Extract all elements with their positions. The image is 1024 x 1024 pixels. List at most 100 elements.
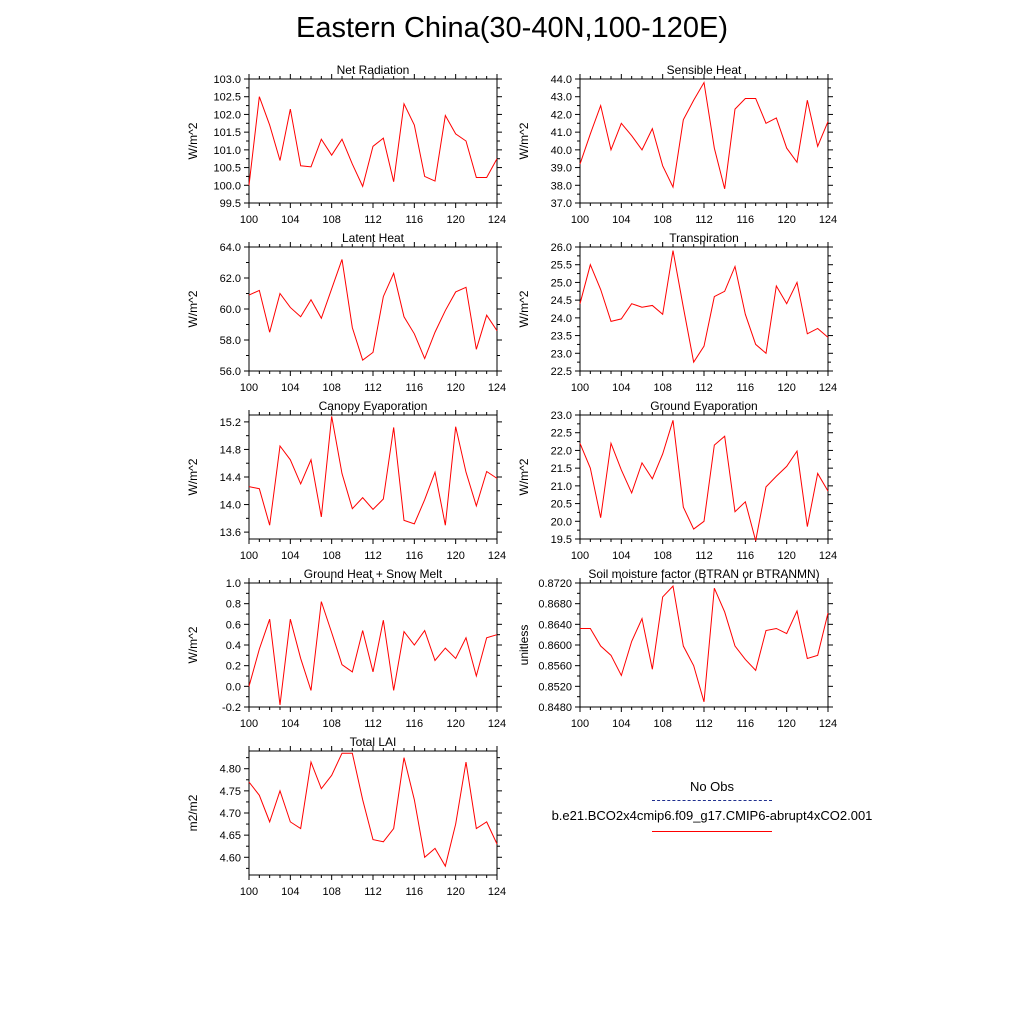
x-tick-label: 108 xyxy=(322,214,340,226)
x-tick-label: 108 xyxy=(322,382,340,394)
plot-frame xyxy=(579,78,829,204)
x-tick-label: 104 xyxy=(281,214,299,226)
y-tick-label: 0.2 xyxy=(226,661,241,673)
y-tick-label: 60.0 xyxy=(220,304,241,316)
x-tick-label: 120 xyxy=(446,718,464,730)
x-tick-label: 108 xyxy=(322,718,340,730)
y-tick-label: 15.2 xyxy=(220,417,241,429)
series-line xyxy=(248,96,498,188)
x-tick-label: 116 xyxy=(406,214,424,226)
y-tick-label: 40.0 xyxy=(551,145,572,157)
panel-title: Ground Heat + Snow Melt xyxy=(304,567,443,581)
series-line xyxy=(579,420,829,541)
x-tick-label: 120 xyxy=(446,886,464,898)
x-tick-label: 116 xyxy=(737,214,755,226)
x-tick-label: 116 xyxy=(406,550,424,562)
x-tick-label: 104 xyxy=(281,382,299,394)
y-tick-label: 4.80 xyxy=(220,764,241,776)
x-tick-label: 124 xyxy=(488,214,506,226)
x-tick-label: 108 xyxy=(653,382,671,394)
y-tick-label: 23.0 xyxy=(551,348,572,360)
x-tick-label: 104 xyxy=(612,382,630,394)
y-tick-label: 99.5 xyxy=(220,198,241,210)
y-tick-label: 0.6 xyxy=(226,619,241,631)
panel-title: Sensible Heat xyxy=(667,63,742,77)
x-tick-label: 124 xyxy=(488,718,506,730)
legend-obs-label: No Obs xyxy=(689,779,735,794)
y-tick-label: 41.0 xyxy=(551,127,572,139)
x-tick-label: 112 xyxy=(364,886,382,898)
y-axis-label: W/m^2 xyxy=(517,458,531,495)
y-tick-label: 4.60 xyxy=(220,852,241,864)
x-tick-label: 116 xyxy=(737,382,755,394)
y-tick-label: 58.0 xyxy=(220,335,241,347)
y-tick-label: 21.0 xyxy=(551,481,572,493)
x-tick-label: 112 xyxy=(695,214,713,226)
x-tick-label: 120 xyxy=(446,550,464,562)
x-tick-label: 100 xyxy=(571,382,589,394)
x-tick-label: 116 xyxy=(737,718,755,730)
x-tick-label: 108 xyxy=(653,214,671,226)
y-tick-label: 0.0 xyxy=(226,681,241,693)
y-axis-label: W/m^2 xyxy=(186,458,200,495)
y-tick-label: 101.5 xyxy=(213,127,241,139)
x-tick-label: 104 xyxy=(281,886,299,898)
panel-7: Ground Heat + Snow Melt 100 104 108 112 116 12… xyxy=(186,567,506,730)
y-tick-label: 0.8520 xyxy=(538,681,572,693)
y-tick-label: 25.5 xyxy=(551,260,572,272)
y-axis-label: W/m^2 xyxy=(517,122,531,159)
x-tick-label: 116 xyxy=(406,886,424,898)
y-tick-label: 1.0 xyxy=(226,578,241,590)
x-tick-label: 100 xyxy=(571,214,589,226)
plot-frame xyxy=(248,414,498,540)
y-tick-label: 39.0 xyxy=(551,163,572,175)
y-tick-label: 14.4 xyxy=(220,472,241,484)
x-tick-label: 104 xyxy=(281,550,299,562)
series-line xyxy=(579,81,829,189)
panel-4: Transpiration 100 104 108 112 116 120 124 22.5 23… xyxy=(517,231,837,394)
y-tick-label: 0.8600 xyxy=(538,640,572,652)
x-tick-label: 120 xyxy=(777,550,795,562)
y-tick-label: 0.4 xyxy=(226,640,241,652)
x-tick-label: 104 xyxy=(612,214,630,226)
x-tick-label: 100 xyxy=(240,382,258,394)
series-line xyxy=(248,259,498,361)
x-tick-label: 120 xyxy=(446,214,464,226)
y-tick-label: 42.0 xyxy=(551,109,572,121)
y-tick-label: 101.0 xyxy=(213,145,241,157)
panel-9: Total LAI 100 104 108 112 116 120 124 4.60 4.65 4.… xyxy=(186,735,506,898)
y-tick-label: 22.5 xyxy=(551,366,572,378)
y-tick-label: 22.5 xyxy=(551,428,572,440)
y-axis-label: W/m^2 xyxy=(186,626,200,663)
x-tick-label: 120 xyxy=(777,718,795,730)
y-tick-label: 25.0 xyxy=(551,277,572,289)
x-tick-label: 104 xyxy=(281,718,299,730)
panel-8: Soil moisture factor (BTRAN or BTRANMN) 1… xyxy=(517,567,837,730)
x-tick-label: 120 xyxy=(446,382,464,394)
y-tick-label: 23.5 xyxy=(551,331,572,343)
x-tick-label: 124 xyxy=(819,550,837,562)
series-line xyxy=(248,752,498,868)
y-tick-label: 14.8 xyxy=(220,444,241,456)
y-tick-label: 0.8560 xyxy=(538,661,572,673)
y-tick-label: 4.65 xyxy=(220,830,241,842)
y-tick-label: -0.2 xyxy=(222,702,241,714)
y-tick-label: 43.0 xyxy=(551,92,572,104)
y-tick-label: 23.0 xyxy=(551,410,572,422)
y-tick-label: 14.0 xyxy=(220,500,241,512)
x-tick-label: 100 xyxy=(571,718,589,730)
y-tick-label: 38.0 xyxy=(551,180,572,192)
y-tick-label: 0.8720 xyxy=(538,578,572,590)
x-tick-label: 104 xyxy=(612,550,630,562)
series-line xyxy=(248,601,498,705)
panel-6: Ground Evaporation 100 104 108 112 116 120 124 1… xyxy=(517,399,837,562)
y-tick-label: 64.0 xyxy=(220,242,241,254)
x-tick-label: 112 xyxy=(695,382,713,394)
x-tick-label: 112 xyxy=(695,718,713,730)
panel-3: Latent Heat 100 104 108 112 116 120 124 56.0 58.0… xyxy=(186,231,506,394)
legend-obs-line xyxy=(652,800,772,801)
x-tick-label: 108 xyxy=(653,550,671,562)
x-tick-label: 124 xyxy=(488,382,506,394)
x-tick-label: 108 xyxy=(322,886,340,898)
panel-title: Ground Evaporation xyxy=(650,399,757,413)
